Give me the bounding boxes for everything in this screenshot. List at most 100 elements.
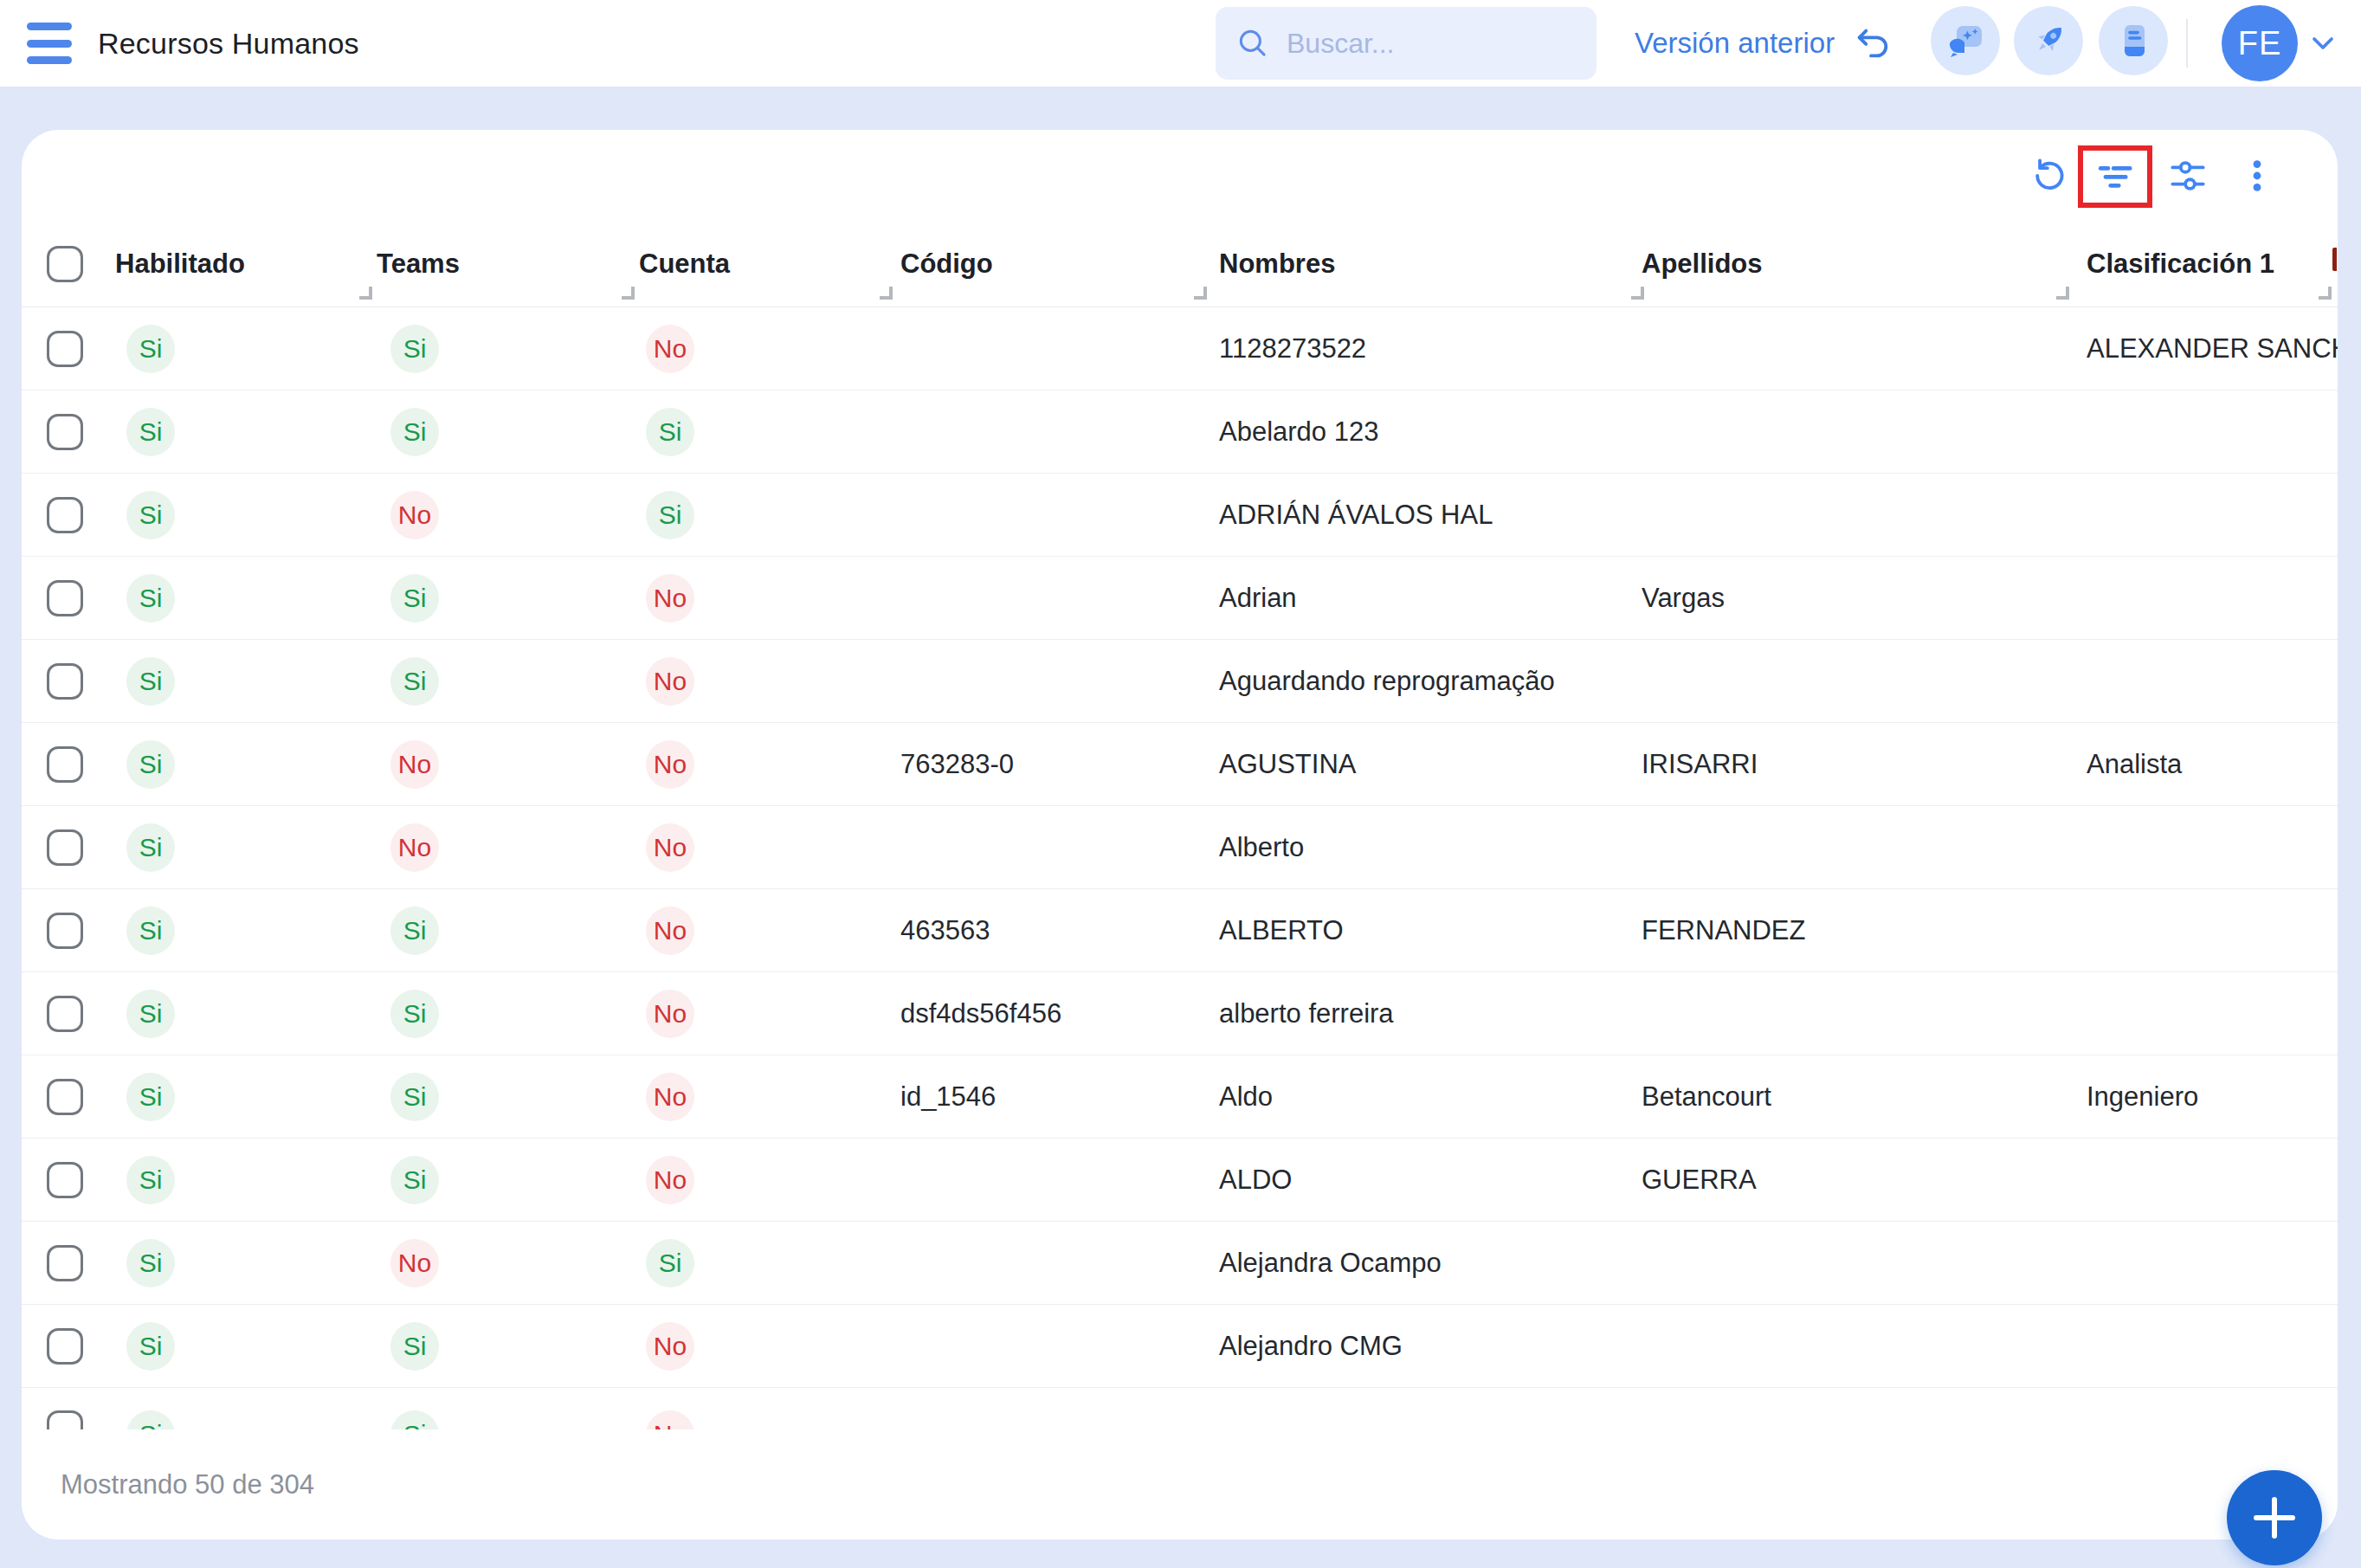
row-checkbox[interactable]: [47, 414, 83, 450]
column-settings-button[interactable]: [2167, 155, 2209, 197]
nombres-cell: AGUSTINA: [1219, 749, 1356, 780]
select-all-checkbox[interactable]: [47, 246, 83, 282]
column-resize-handle[interactable]: [2319, 287, 2332, 300]
row-checkbox[interactable]: [47, 663, 83, 700]
cuenta-badge: Si: [646, 491, 694, 539]
search-input[interactable]: [1287, 28, 1572, 60]
table-row[interactable]: SiNoNo763283-0AGUSTINAIRISARRIAnalista: [22, 723, 2338, 806]
row-checkbox[interactable]: [47, 913, 83, 949]
row-checkbox[interactable]: [47, 1079, 83, 1115]
column-header-teams[interactable]: Teams: [377, 248, 460, 280]
nombres-cell: Alejandro CMG: [1219, 1331, 1403, 1362]
add-record-button[interactable]: [2227, 1470, 2322, 1565]
row-checkbox[interactable]: [47, 497, 83, 533]
column-resize-handle[interactable]: [622, 287, 635, 300]
table-row[interactable]: SiNoNoAlberto: [22, 806, 2338, 889]
clasificacion1-cell: Analista: [2087, 749, 2338, 780]
habilitado-badge: Si: [126, 657, 175, 706]
table-row[interactable]: SiSiNoAguardando reprogramação: [22, 640, 2338, 723]
ai-chat-button[interactable]: [1931, 6, 2000, 75]
teams-badge: Si: [390, 1073, 439, 1121]
teams-badge: Si: [390, 574, 439, 623]
launch-button[interactable]: [2014, 6, 2083, 75]
column-header-cuenta[interactable]: Cuenta: [639, 248, 730, 280]
notes-button[interactable]: [2099, 6, 2168, 75]
table-row[interactable]: SiSiNoid_1546AldoBetancourtIngeniero: [22, 1055, 2338, 1139]
topbar: Recursos Humanos Versión anterior: [0, 0, 2361, 87]
page-title: Recursos Humanos: [98, 27, 359, 61]
more-options-button[interactable]: [2236, 155, 2278, 197]
avatar: FE: [2222, 5, 2298, 81]
table-row[interactable]: SiSiSiAbelardo 123: [22, 390, 2338, 474]
column-header-c-digo[interactable]: Código: [900, 248, 993, 280]
nombres-cell: ALBERTO: [1219, 915, 1344, 946]
row-checkbox[interactable]: [47, 331, 83, 367]
column-resize-handle[interactable]: [1194, 287, 1207, 300]
filter-button[interactable]: [2094, 156, 2136, 197]
chat-sparkles-icon: [1945, 20, 1986, 61]
row-checkbox[interactable]: [47, 996, 83, 1032]
column-resize-handle[interactable]: [880, 287, 893, 300]
column-header-clasificaci-n-1[interactable]: Clasificación 1: [2087, 248, 2274, 280]
row-checkbox[interactable]: [47, 1162, 83, 1198]
nombres-cell: Aguardando reprogramação: [1219, 666, 1555, 697]
table-header-row: Habilitado Teams Cuenta Código Nombres Apelli…: [22, 221, 2338, 307]
notebook-icon: [2113, 20, 2154, 61]
clipped-column-glyph: [2332, 248, 2337, 271]
column-header-apellidos[interactable]: Apellidos: [1642, 248, 1763, 280]
habilitado-badge: Si: [126, 325, 175, 373]
table-row[interactable]: SiSiNoAdrianVargas: [22, 557, 2338, 640]
column-resize-handle[interactable]: [359, 287, 372, 300]
row-checkbox[interactable]: [47, 580, 83, 616]
cuenta-badge: No: [646, 1073, 694, 1121]
apellidos-cell: GUERRA: [1642, 1165, 1757, 1196]
filter-highlight-annotation: [2078, 145, 2152, 208]
row-checkbox[interactable]: [47, 746, 83, 783]
row-checkbox[interactable]: [47, 1245, 83, 1281]
table-row[interactable]: SiSiNo1128273522ALEXANDER SANCH...: [22, 307, 2338, 390]
cuenta-badge: No: [646, 325, 694, 373]
cuenta-badge: No: [646, 1322, 694, 1371]
table-footer: Mostrando 50 de 304: [22, 1429, 2338, 1539]
table-row-partial[interactable]: SiSiNo: [22, 1388, 2338, 1430]
column-resize-handle[interactable]: [2056, 287, 2069, 300]
page-background: Habilitado Teams Cuenta Código Nombres Apelli…: [0, 87, 2361, 1568]
sliders-icon: [2168, 156, 2208, 196]
user-menu[interactable]: FE: [2222, 5, 2336, 81]
search-box[interactable]: [1216, 7, 1597, 80]
cuenta-badge: No: [646, 823, 694, 872]
refresh-button[interactable]: [2029, 155, 2070, 197]
row-checkbox[interactable]: [47, 1410, 83, 1430]
table-row[interactable]: SiNoSiAlejandra Ocampo: [22, 1222, 2338, 1305]
teams-badge: No: [390, 491, 439, 539]
habilitado-badge: Si: [126, 823, 175, 872]
menu-icon[interactable]: [27, 23, 72, 64]
nombres-cell: ALDO: [1219, 1165, 1292, 1196]
table-row[interactable]: SiSiNoALDOGUERRA: [22, 1139, 2338, 1222]
nombres-cell: Abelardo 123: [1219, 416, 1378, 448]
apellidos-cell: IRISARRI: [1642, 749, 1758, 780]
nombres-cell: Aldo: [1219, 1081, 1273, 1113]
refresh-icon: [2029, 156, 2069, 196]
column-header-nombres[interactable]: Nombres: [1219, 248, 1335, 280]
table-row[interactable]: SiSiNodsf4ds56f456alberto ferreira: [22, 972, 2338, 1055]
undo-icon: [1852, 23, 1892, 63]
row-checkbox[interactable]: [47, 829, 83, 866]
habilitado-badge: Si: [126, 1073, 175, 1121]
cuenta-badge: Si: [646, 1239, 694, 1287]
teams-badge: Si: [390, 1410, 439, 1430]
row-count-summary: Mostrando 50 de 304: [61, 1469, 314, 1500]
filter-icon: [2095, 157, 2135, 197]
column-resize-handle[interactable]: [1631, 287, 1644, 300]
apellidos-cell: FERNANDEZ: [1642, 915, 1805, 946]
table-row[interactable]: SiNoSiADRIÁN ÁVALOS HAL: [22, 474, 2338, 557]
teams-badge: No: [390, 823, 439, 872]
previous-version-link[interactable]: Versión anterior: [1635, 0, 1892, 87]
row-checkbox[interactable]: [47, 1328, 83, 1365]
column-header-habilitado[interactable]: Habilitado: [115, 248, 245, 280]
table-row[interactable]: SiSiNoAlejandro CMG: [22, 1305, 2338, 1388]
nombres-cell: alberto ferreira: [1219, 998, 1394, 1029]
cuenta-badge: No: [646, 907, 694, 955]
teams-badge: Si: [390, 408, 439, 456]
table-row[interactable]: SiSiNo463563ALBERTOFERNANDEZ: [22, 889, 2338, 972]
